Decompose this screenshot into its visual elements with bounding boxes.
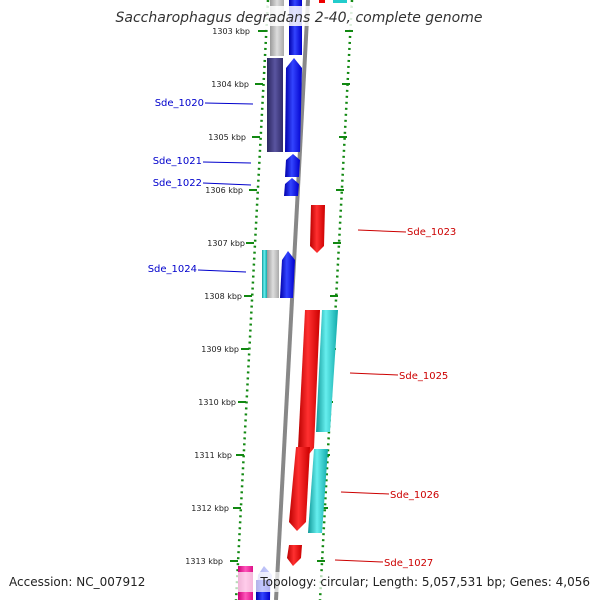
gene-feature-sde-1024-grey[interactable] [267,250,279,298]
tick-label: 1311 kbp [194,451,232,460]
gene-label-sde-1027[interactable]: Sde_1027 [384,558,433,569]
label-leader-sde-1027 [334,559,384,563]
gene-feature-sde-1024-cyan[interactable] [262,250,267,298]
label-leader-sde-1024 [197,269,247,273]
gene-arrow-sde-1024[interactable] [280,251,295,298]
label-leader-sde-1021 [202,161,252,164]
gene-feature-sde-1026-cyan[interactable] [308,449,328,533]
gene-label-sde-1021[interactable]: Sde_1021 [153,156,202,167]
tick-label: 1303 kbp [212,27,250,36]
gene-arrow-sde-1025[interactable] [298,310,320,458]
gene-feature-red-top[interactable] [319,0,325,3]
tick-label: 1313 kbp [185,557,223,566]
tick-label: 1307 kbp [207,239,245,248]
label-leader-sde-1026 [340,491,390,495]
tick-label: 1304 kbp [211,80,249,89]
label-leader-sde-1020 [204,102,254,105]
tick-label: 1310 kbp [198,398,236,407]
label-leader-sde-1022 [202,182,252,186]
label-leader-sde-1025 [349,372,399,376]
gene-arrow-sde-1023[interactable] [310,205,325,253]
gene-label-sde-1026[interactable]: Sde_1026 [390,490,439,501]
footer-background [0,572,600,592]
gene-arrow-sde-1022[interactable] [284,178,299,196]
gene-arrow-sde-1020[interactable] [285,58,302,152]
genome-backbone [274,0,310,600]
gene-arrow-sde-1026[interactable] [289,447,310,531]
tick-rail-right [318,0,354,600]
gene-arrow-sde-1021[interactable] [285,154,300,177]
gene-feature-sde-1020-dark[interactable] [267,58,283,152]
gene-label-sde-1023[interactable]: Sde_1023 [407,227,456,238]
major-ticks [230,30,353,562]
tick-label: 1306 kbp [205,186,243,195]
accession-text: Accession: NC_007912 [9,575,145,589]
tick-label: 1308 kbp [204,292,242,301]
gene-feature-sde-1025-cyan[interactable] [316,310,338,432]
genome-summary-text: Topology: circular; Length: 5,057,531 bp… [259,575,590,589]
gene-label-sde-1024[interactable]: Sde_1024 [148,264,197,275]
title-background [110,6,490,26]
tick-rail-left [234,0,270,600]
tick-label: 1312 kbp [191,504,229,513]
gene-label-sde-1020[interactable]: Sde_1020 [155,98,204,109]
tick-label: 1305 kbp [208,133,246,142]
gene-feature-top-cyan[interactable] [333,0,347,3]
gene-arrow-sde-1027[interactable] [287,545,302,566]
label-leader-sde-1023 [357,229,407,233]
map-title: Saccharophagus degradans 2-40, complete … [116,10,483,26]
gene-label-sde-1025[interactable]: Sde_1025 [399,371,448,382]
tick-label: 1309 kbp [201,345,239,354]
gene-label-sde-1022[interactable]: Sde_1022 [153,178,202,189]
